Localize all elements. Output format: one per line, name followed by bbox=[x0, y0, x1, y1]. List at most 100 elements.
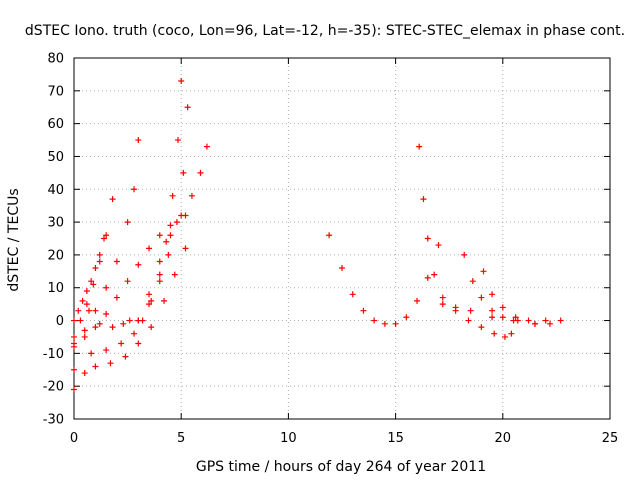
data-point bbox=[465, 317, 472, 324]
data-point bbox=[508, 330, 515, 337]
data-point bbox=[467, 307, 474, 314]
data-point bbox=[339, 265, 345, 272]
data-series-10 bbox=[326, 232, 442, 327]
y-axis-title: dSTEC / TECUs bbox=[6, 188, 22, 291]
data-point bbox=[349, 291, 356, 298]
x-tick-label: 5 bbox=[177, 431, 185, 446]
data-point bbox=[146, 245, 153, 252]
data-point bbox=[478, 324, 485, 331]
data-point bbox=[478, 294, 485, 301]
data-point bbox=[135, 340, 142, 347]
data-point bbox=[163, 238, 170, 245]
data-point bbox=[542, 317, 549, 324]
data-point bbox=[92, 307, 99, 314]
data-point bbox=[557, 317, 564, 324]
data-point bbox=[392, 320, 399, 327]
data-point bbox=[499, 304, 506, 311]
data-series-3 bbox=[71, 137, 142, 350]
data-point bbox=[131, 330, 138, 337]
data-point bbox=[546, 320, 553, 327]
data-point bbox=[71, 317, 77, 324]
data-point bbox=[77, 317, 84, 324]
data-point bbox=[188, 192, 195, 199]
data-point bbox=[88, 278, 95, 285]
data-point bbox=[83, 301, 90, 308]
data-series-8 bbox=[71, 245, 189, 393]
data-point bbox=[203, 143, 210, 150]
data-point bbox=[148, 297, 155, 304]
data-point bbox=[92, 265, 99, 272]
data-point bbox=[81, 370, 88, 377]
data-point bbox=[96, 320, 103, 327]
data-series-5 bbox=[71, 212, 189, 347]
data-point bbox=[480, 268, 487, 275]
data-point bbox=[92, 363, 99, 370]
data-point bbox=[81, 327, 88, 334]
data-point bbox=[167, 232, 174, 239]
data-series-11 bbox=[416, 143, 515, 340]
plot-frame bbox=[73, 57, 611, 420]
data-point bbox=[86, 307, 93, 314]
data-point bbox=[96, 251, 103, 258]
data-point bbox=[118, 340, 125, 347]
data-point bbox=[178, 212, 185, 219]
data-point bbox=[120, 320, 127, 327]
data-series-14 bbox=[480, 268, 564, 324]
y-tick-label: -10 bbox=[43, 347, 64, 362]
data-point bbox=[360, 307, 367, 314]
data-point bbox=[461, 251, 468, 258]
data-point bbox=[452, 304, 459, 311]
data-point bbox=[75, 307, 82, 314]
y-tick-label: 0 bbox=[56, 314, 64, 329]
data-point bbox=[103, 310, 110, 317]
chart-title: dSTEC Iono. truth (coco, Lon=96, Lat=-12… bbox=[25, 23, 625, 39]
y-tick-label: 60 bbox=[47, 117, 64, 132]
data-point bbox=[184, 104, 191, 111]
data-point bbox=[71, 340, 77, 347]
data-point bbox=[371, 317, 378, 324]
data-point bbox=[531, 320, 538, 327]
data-series-13 bbox=[461, 251, 553, 327]
data-point bbox=[103, 284, 110, 291]
data-point bbox=[92, 324, 99, 331]
data-point bbox=[501, 333, 508, 340]
grid-lines bbox=[74, 58, 610, 419]
data-point bbox=[489, 291, 496, 298]
data-point bbox=[514, 317, 521, 324]
data-point bbox=[180, 169, 187, 176]
data-point bbox=[148, 324, 155, 331]
data-point bbox=[525, 317, 532, 324]
data-point bbox=[156, 232, 163, 239]
data-point bbox=[174, 137, 181, 144]
data-point bbox=[126, 317, 133, 324]
data-point bbox=[90, 281, 97, 288]
data-point bbox=[439, 301, 446, 308]
data-point bbox=[135, 317, 142, 324]
data-point bbox=[146, 301, 153, 308]
data-point bbox=[499, 314, 506, 321]
data-point bbox=[491, 330, 498, 337]
data-marks bbox=[71, 77, 564, 393]
data-point bbox=[439, 294, 446, 301]
data-point bbox=[178, 77, 185, 84]
data-point bbox=[156, 278, 163, 285]
x-tick-label: 10 bbox=[280, 431, 297, 446]
data-point bbox=[414, 297, 421, 304]
data-point bbox=[83, 288, 90, 295]
y-tick-label: -30 bbox=[43, 413, 64, 428]
data-point bbox=[171, 271, 178, 278]
x-tick-label: 20 bbox=[495, 431, 512, 446]
data-point bbox=[403, 314, 410, 321]
data-series-12 bbox=[439, 301, 538, 327]
data-point bbox=[469, 278, 476, 285]
data-point bbox=[156, 271, 163, 278]
data-point bbox=[96, 258, 103, 265]
data-point bbox=[81, 333, 88, 340]
data-point bbox=[107, 360, 114, 367]
data-point bbox=[489, 314, 496, 321]
y-tick-label: -20 bbox=[43, 380, 64, 395]
data-point bbox=[71, 386, 77, 393]
data-point bbox=[71, 333, 77, 340]
x-axis-title: GPS time / hours of day 264 of year 2011 bbox=[196, 459, 486, 475]
data-point bbox=[113, 258, 120, 265]
